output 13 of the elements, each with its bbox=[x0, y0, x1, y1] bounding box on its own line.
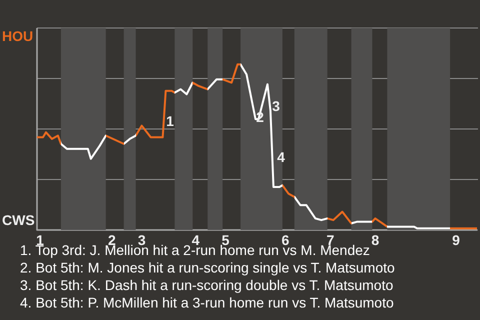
annotation: 3 bbox=[272, 98, 280, 114]
text: 4. Bot 5th: P. McMillen hit a 3-run home run vs T. Matsumoto bbox=[20, 294, 394, 310]
x-tick-label: 3 bbox=[138, 232, 146, 248]
x-tick-label: 4 bbox=[192, 232, 200, 248]
x-tick-label: 6 bbox=[282, 232, 290, 248]
text: CWS bbox=[2, 212, 35, 228]
text: HOU bbox=[2, 28, 34, 44]
text: 3. Bot 5th: K. Dash hit a run-scoring double vs T. Matsumoto bbox=[20, 277, 394, 293]
x-tick-label: 9 bbox=[452, 232, 460, 248]
annotation: 1 bbox=[166, 113, 174, 129]
text: 2. Bot 5th: M. Jones hit a run-scoring single vs T. Matsumoto bbox=[20, 260, 396, 276]
x-tick-label: 8 bbox=[371, 232, 380, 248]
annotation: 4 bbox=[277, 149, 286, 165]
